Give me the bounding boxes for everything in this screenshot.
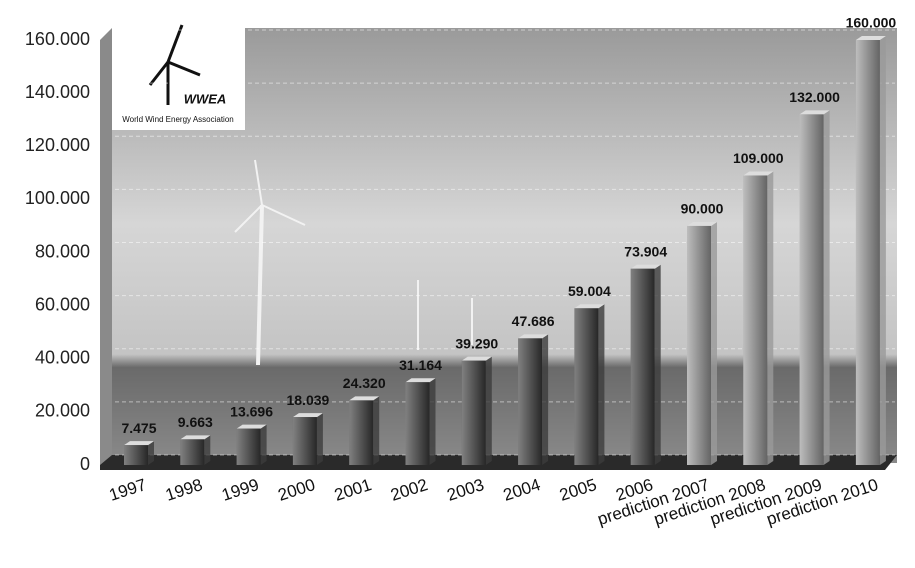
bar-shade <box>124 445 148 465</box>
floor <box>100 455 897 470</box>
bar-shade <box>687 225 711 465</box>
value-label: 18.039 <box>286 392 329 408</box>
bar-top <box>855 36 886 40</box>
bar-side <box>429 378 436 465</box>
y-tick-label: 0 <box>80 454 90 474</box>
value-label: 9.663 <box>178 414 213 430</box>
value-label: 59.004 <box>568 283 611 299</box>
x-tick-label: 2005 <box>557 475 599 505</box>
bar-side <box>879 36 886 465</box>
bar-side <box>204 435 211 465</box>
bar-top <box>461 356 492 361</box>
logo-title: WWEA <box>184 91 227 106</box>
y-tick-label: 100.000 <box>25 188 90 208</box>
bar-side <box>260 424 267 465</box>
bar-shade <box>461 360 486 465</box>
bar-top <box>180 435 211 440</box>
y-tick-label: 140.000 <box>25 82 90 102</box>
value-label: 24.320 <box>343 375 386 391</box>
y-tick-label: 80.000 <box>35 241 90 261</box>
x-tick-label: 2002 <box>388 475 430 505</box>
y-tick-label: 60.000 <box>35 294 90 314</box>
bar-top <box>349 396 380 401</box>
x-tick-label: 2000 <box>276 475 318 505</box>
bar-shade <box>236 428 261 465</box>
y-tick-label: 160.000 <box>25 29 90 49</box>
bar-top <box>799 110 830 115</box>
value-label: 7.475 <box>121 420 156 436</box>
bar-side <box>373 396 380 465</box>
x-tick-label: 1999 <box>219 475 261 505</box>
value-label: 31.164 <box>399 357 442 373</box>
bar-side <box>316 413 323 465</box>
y-tick-label: 40.000 <box>35 348 90 368</box>
bar-shade <box>799 114 824 465</box>
bar-side <box>485 356 492 465</box>
x-tick-label: 2001 <box>332 475 374 505</box>
bar-shade <box>574 308 599 465</box>
value-label: 13.696 <box>230 403 273 419</box>
bar-side <box>654 264 661 465</box>
bar-top <box>292 413 323 418</box>
bar-top <box>518 334 549 339</box>
bar-side <box>542 334 549 465</box>
bar-shade <box>180 439 205 465</box>
value-label: 47.686 <box>512 313 555 329</box>
value-label: 73.904 <box>624 243 667 259</box>
bar-shade <box>855 40 880 465</box>
bar-side <box>148 441 154 465</box>
bar-shade <box>292 417 317 465</box>
bar-shade <box>349 400 374 465</box>
value-label: 90.000 <box>681 201 724 217</box>
bar-top <box>124 441 154 446</box>
bar-side <box>767 171 774 465</box>
x-tick-label: 1997 <box>107 475 149 505</box>
value-label: 109.000 <box>733 150 784 166</box>
bar-top <box>687 221 717 226</box>
bar-top <box>630 264 661 269</box>
bar-top <box>236 424 267 429</box>
x-tick-label: 1998 <box>163 475 205 505</box>
value-label: 39.290 <box>455 335 498 351</box>
bar-shade <box>630 268 655 465</box>
bar-top <box>405 378 436 383</box>
bar-side <box>711 221 717 465</box>
y-tick-label: 120.000 <box>25 135 90 155</box>
left-wall <box>100 28 112 470</box>
x-tick-label: 2004 <box>501 475 543 505</box>
turbine <box>234 159 473 366</box>
logo-subtitle: World Wind Energy Association <box>122 115 233 124</box>
value-label: 160.000 <box>846 15 897 31</box>
bar-top <box>743 171 774 176</box>
bar-shade <box>518 338 543 465</box>
x-tick-label: 2003 <box>445 475 487 505</box>
bar-top <box>574 304 605 309</box>
value-label: 132.000 <box>789 89 840 105</box>
y-tick-label: 20.000 <box>35 401 90 421</box>
bar-shade <box>743 175 768 465</box>
bar-side <box>598 304 605 465</box>
bar-side <box>823 110 830 465</box>
bar-shade <box>405 382 430 465</box>
